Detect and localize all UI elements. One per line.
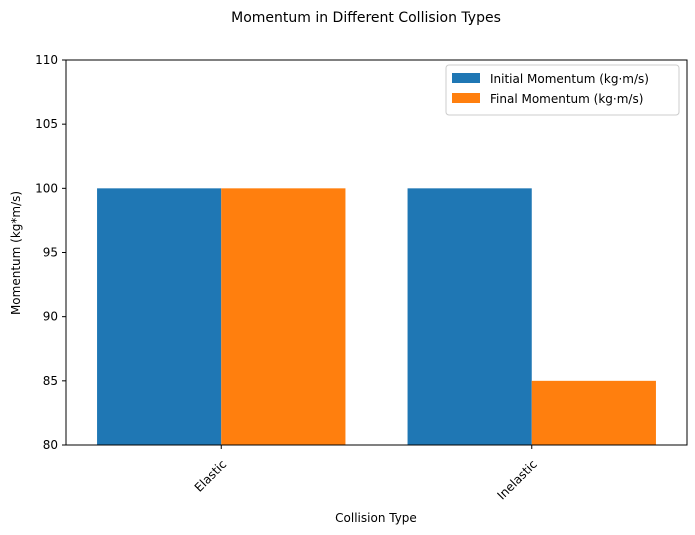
legend-label: Initial Momentum (kg·m/s) — [490, 72, 649, 86]
y-tick-label: 90 — [43, 310, 58, 324]
bar-initial-elastic — [97, 188, 222, 446]
y-tick-label: 105 — [35, 117, 58, 131]
x-tick-label: Inelastic — [494, 457, 539, 502]
y-tick-label: 85 — [43, 374, 58, 388]
y-tick-label: 100 — [35, 181, 58, 195]
bar-final-elastic — [221, 188, 346, 446]
x-tick-label: Elastic — [192, 457, 230, 495]
y-axis-label: Momentum (kg*m/s) — [9, 191, 23, 315]
legend-swatch — [452, 93, 480, 103]
y-tick-label: 80 — [43, 438, 58, 452]
legend: Initial Momentum (kg·m/s) Final Momentum … — [445, 64, 680, 116]
legend-box — [445, 64, 680, 116]
bar-final-inelastic — [531, 380, 656, 445]
chart-title: Momentum in Different Collision Types — [231, 10, 501, 26]
legend-swatch — [452, 73, 480, 83]
x-axis-label: Collision Type — [335, 511, 417, 525]
bar-initial-inelastic — [407, 188, 532, 446]
plot-area: 80 85 90 95 100 105 110 Elastic Inelastic — [35, 53, 688, 502]
y-tick-label: 110 — [35, 53, 58, 67]
y-tick-label: 95 — [43, 246, 58, 260]
legend-label: Final Momentum (kg·m/s) — [490, 92, 643, 106]
